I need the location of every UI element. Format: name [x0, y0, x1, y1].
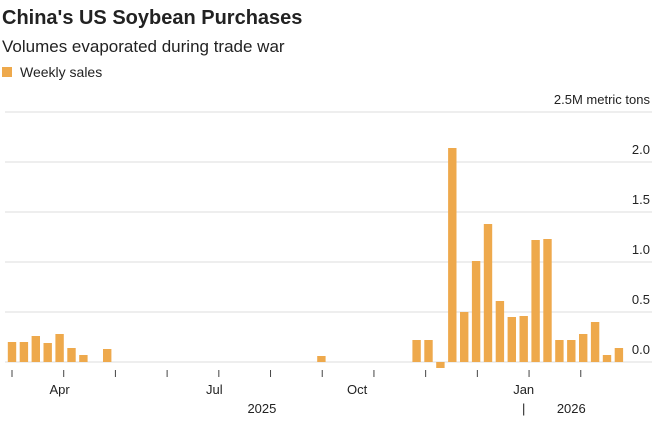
bar [31, 336, 40, 362]
bar [471, 261, 481, 362]
chart-title: China's US Soybean Purchases [2, 7, 302, 29]
bar [555, 340, 564, 362]
bar [317, 356, 326, 362]
bar [579, 334, 588, 362]
bar [103, 349, 112, 362]
x-tick-label: Apr [49, 382, 70, 397]
y-tick-label: 0.0 [632, 342, 650, 357]
bar [507, 317, 516, 362]
y-tick-label: 2.5M metric tons [554, 92, 651, 107]
bar [43, 343, 52, 362]
legend: Weekly sales [2, 64, 102, 80]
x-tick-label: Jul [206, 382, 223, 397]
bar [412, 340, 421, 362]
y-tick-label: 2.0 [632, 142, 650, 157]
bar [531, 240, 540, 362]
y-tick-label: 1.0 [632, 242, 650, 257]
bar [590, 322, 600, 362]
x-group-label: 2025 [247, 401, 276, 416]
bar [543, 239, 552, 362]
bar [67, 348, 76, 362]
bar [448, 148, 457, 362]
bar [519, 316, 528, 362]
bar [602, 355, 612, 362]
bar [424, 340, 433, 362]
bar [79, 355, 88, 362]
y-tick-label: 1.5 [632, 192, 650, 207]
bar [495, 301, 505, 362]
bar [19, 342, 29, 362]
bar [55, 334, 64, 362]
bar [7, 342, 17, 362]
chart-subtitle: Volumes evaporated during trade war [2, 37, 285, 56]
x-tick-label: Oct [347, 382, 368, 397]
x-tick-label: Jan [513, 382, 534, 397]
bar [460, 312, 469, 362]
x-group-label: | [522, 401, 525, 416]
bar [567, 340, 576, 362]
bar [483, 224, 493, 362]
legend-swatch [2, 67, 12, 77]
bar [614, 348, 624, 362]
bar [436, 362, 445, 368]
y-tick-label: 0.5 [632, 292, 650, 307]
x-group-label: 2026 [557, 401, 586, 416]
legend-label: Weekly sales [20, 64, 102, 80]
